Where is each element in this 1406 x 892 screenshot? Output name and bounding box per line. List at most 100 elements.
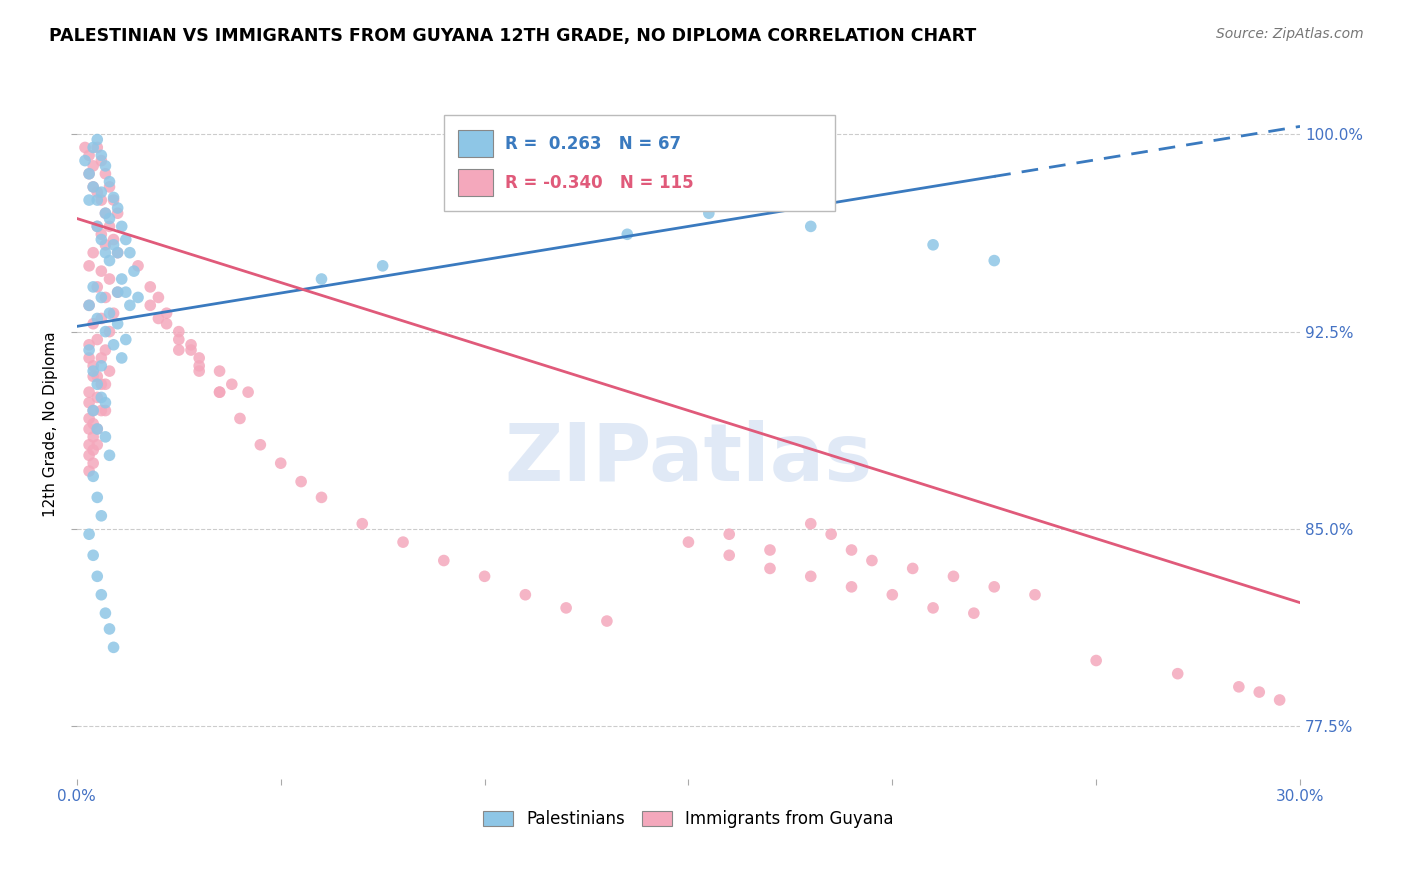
Point xyxy=(90,290,112,304)
Point xyxy=(127,290,149,304)
Point xyxy=(98,325,121,339)
Point xyxy=(73,153,96,168)
Point xyxy=(122,264,145,278)
Point xyxy=(82,430,104,444)
Point xyxy=(77,338,100,352)
Point xyxy=(167,325,190,339)
Point xyxy=(167,333,190,347)
Point xyxy=(352,516,374,531)
Point xyxy=(82,245,104,260)
Point xyxy=(270,456,292,470)
Point xyxy=(82,280,104,294)
Point xyxy=(82,549,104,563)
Point xyxy=(697,206,720,220)
Point xyxy=(90,351,112,365)
Point xyxy=(82,159,104,173)
Point xyxy=(98,272,121,286)
Point xyxy=(1085,653,1108,667)
Point xyxy=(236,385,259,400)
Point xyxy=(90,193,112,207)
FancyBboxPatch shape xyxy=(444,115,835,211)
Point xyxy=(167,343,190,357)
Point xyxy=(392,535,415,549)
Point xyxy=(94,159,117,173)
Point xyxy=(800,516,823,531)
Point xyxy=(103,190,125,204)
Point xyxy=(103,233,125,247)
Point xyxy=(103,306,125,320)
Text: ZIPatlas: ZIPatlas xyxy=(505,420,873,499)
Point xyxy=(90,153,112,168)
Point xyxy=(77,298,100,312)
Point xyxy=(1024,588,1046,602)
Point xyxy=(148,311,170,326)
Point xyxy=(94,606,117,620)
Point xyxy=(1268,693,1291,707)
Point xyxy=(98,306,121,320)
Point xyxy=(433,553,456,567)
Point xyxy=(86,185,108,199)
Point xyxy=(86,569,108,583)
Point xyxy=(77,385,100,400)
Point xyxy=(922,600,945,615)
Point xyxy=(82,403,104,417)
Point xyxy=(107,245,129,260)
Point xyxy=(139,298,162,312)
Point xyxy=(114,285,136,300)
Point xyxy=(86,422,108,436)
Point xyxy=(94,403,117,417)
Point xyxy=(77,448,100,462)
Point xyxy=(103,640,125,655)
Point xyxy=(188,351,211,365)
Point xyxy=(82,456,104,470)
Point xyxy=(86,140,108,154)
Point xyxy=(555,600,578,615)
Point xyxy=(596,614,619,628)
Text: R = -0.340   N = 115: R = -0.340 N = 115 xyxy=(505,174,693,192)
Point xyxy=(98,180,121,194)
Point xyxy=(983,580,1005,594)
Point xyxy=(311,491,333,505)
Point xyxy=(90,185,112,199)
Point xyxy=(111,351,134,365)
Point xyxy=(94,206,117,220)
Point xyxy=(180,338,202,352)
Point xyxy=(82,403,104,417)
Y-axis label: 12th Grade, No Diploma: 12th Grade, No Diploma xyxy=(44,331,58,516)
Point xyxy=(515,588,537,602)
Point xyxy=(107,317,129,331)
Point xyxy=(114,333,136,347)
Point xyxy=(82,369,104,384)
Point xyxy=(103,338,125,352)
Point xyxy=(94,167,117,181)
Point xyxy=(77,351,100,365)
Point xyxy=(678,535,700,549)
Point xyxy=(90,148,112,162)
Point xyxy=(82,364,104,378)
Text: PALESTINIAN VS IMMIGRANTS FROM GUYANA 12TH GRADE, NO DIPLOMA CORRELATION CHART: PALESTINIAN VS IMMIGRANTS FROM GUYANA 12… xyxy=(49,27,976,45)
Point xyxy=(98,219,121,234)
Point xyxy=(82,140,104,154)
Point xyxy=(221,377,243,392)
Point xyxy=(77,167,100,181)
Point xyxy=(98,448,121,462)
Text: R =  0.263   N = 67: R = 0.263 N = 67 xyxy=(505,135,681,153)
Point xyxy=(1227,680,1250,694)
Point xyxy=(114,233,136,247)
Point xyxy=(188,359,211,373)
Point xyxy=(208,385,231,400)
Point xyxy=(90,508,112,523)
Point xyxy=(155,317,177,331)
Point xyxy=(180,343,202,357)
Point xyxy=(118,298,141,312)
Point xyxy=(82,317,104,331)
Point xyxy=(77,259,100,273)
Point xyxy=(107,285,129,300)
Point xyxy=(82,359,104,373)
Point xyxy=(94,237,117,252)
Point xyxy=(922,237,945,252)
Bar xyxy=(458,130,492,157)
Point xyxy=(77,298,100,312)
Point xyxy=(963,606,986,620)
Point xyxy=(98,622,121,636)
